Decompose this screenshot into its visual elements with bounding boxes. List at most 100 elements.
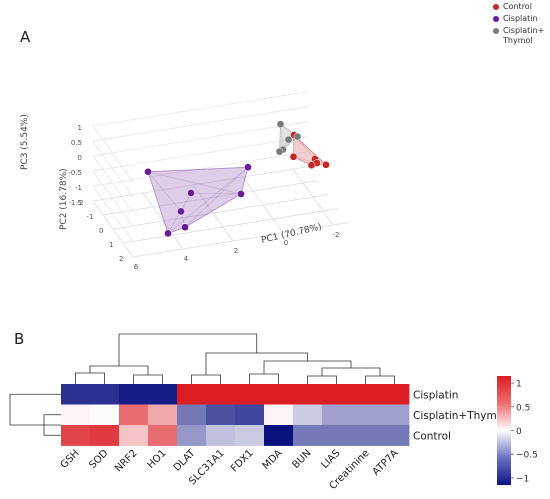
dendrogram-link (321, 367, 381, 376)
point-control (322, 160, 330, 169)
heatmap-column-label: SOD (87, 448, 110, 471)
heat-cell (351, 425, 381, 446)
heat-cell (235, 425, 265, 446)
heat-cell (380, 384, 410, 405)
heat-cell (148, 384, 178, 405)
heat-cell (293, 384, 323, 405)
legend-item-cisplatin[interactable]: Cisplatin (493, 14, 544, 24)
column-dendrogram (75, 333, 395, 384)
heat-cell (119, 425, 149, 446)
hull-edge-cisplatin (184, 166, 249, 228)
heatmap-chart: Cisplatin Cisplatin+Thymol Control GSH SOD N… (9, 333, 538, 492)
floor-grid-line (102, 180, 319, 216)
dendrogram-link (191, 374, 221, 384)
colorbar-tick-label: 1 (516, 380, 522, 390)
point-cisplatin (187, 189, 195, 197)
pca-hulls (147, 123, 327, 234)
legend-swatch-control (493, 4, 499, 10)
point-cisplatin (237, 190, 245, 198)
colorbar-tick-label: 0.5 (516, 403, 530, 413)
point-cisplatin (144, 167, 152, 176)
heat-cell (90, 384, 120, 405)
point-control (307, 161, 316, 170)
wall-grid-line (92, 166, 309, 202)
heatmap-column-label: HO1 (145, 448, 168, 471)
heat-cell (90, 425, 120, 446)
heat-cell (61, 404, 91, 426)
pc2-tick-label: -1 (87, 213, 94, 221)
heat-cell (264, 425, 294, 446)
heatmap-column-label: FDX1 (229, 448, 256, 475)
hull-cisplatin (147, 166, 249, 234)
floor-grid-line (122, 208, 339, 244)
heat-cell (380, 425, 410, 446)
dendrogram-link (89, 365, 149, 375)
pc1-tick-label: 0 (284, 239, 288, 247)
heat-cell (177, 384, 207, 405)
hull-edge-cisplatin (147, 171, 182, 212)
legend-item-control[interactable]: Control (493, 2, 544, 12)
heat-cell (380, 404, 410, 426)
heat-cell (206, 404, 236, 426)
wall-grid-line (92, 170, 134, 228)
heat-cell (322, 384, 352, 405)
point-cisplatin_thymol (293, 132, 302, 141)
heat-cell (90, 404, 120, 426)
point-cisplatin (177, 207, 185, 216)
heat-cell (235, 384, 265, 405)
pc1-axis-label: PC1 (70.78%) (260, 222, 322, 246)
heat-cell (322, 425, 352, 446)
floor-grid-line (112, 194, 329, 230)
heatmap-column-label: MDA (261, 448, 285, 472)
point-cisplatin_thymol (284, 135, 293, 144)
pc2-tick-label: 1 (109, 241, 113, 249)
pc3-tick-label: 0 (78, 154, 82, 162)
pc1-tick-label: 2 (234, 247, 238, 255)
heat-cell (148, 404, 178, 426)
heat-cell (177, 404, 207, 426)
heatmap-column-label: ATP7A (371, 448, 401, 478)
legend-item-cisplatin-thymol[interactable]: Cisplatin+ Thymol (493, 26, 544, 46)
wall-grid-line (92, 106, 309, 142)
heat-cell (206, 384, 236, 405)
pc3-tick-label: -0.5 (68, 169, 82, 177)
heat-cell (61, 384, 91, 405)
dendrogram-link (75, 372, 105, 384)
colorbar: −1 −0.5 0 0.5 1 (497, 376, 538, 485)
pc1-tick-label: 4 (184, 255, 189, 263)
heat-cell (148, 425, 178, 446)
pc2-tick-label: 0 (99, 227, 103, 235)
hull-edge-cisplatin_thymol (280, 124, 284, 150)
dendrogram-link (249, 373, 279, 384)
heat-cell (119, 384, 149, 405)
pc2-axis-label: PC2 (16.78%) (59, 168, 69, 230)
dendrogram-link (133, 374, 163, 384)
heat-cell (235, 404, 265, 426)
heatmap-row-label: Cisplatin (413, 389, 458, 401)
heat-cell (206, 425, 236, 446)
heat-cell (264, 384, 294, 405)
heat-cell (61, 425, 91, 446)
heatmap-column-label: GSH (59, 448, 82, 471)
point-cisplatin (164, 229, 172, 238)
heat-cell (351, 404, 381, 426)
panel-label-b: B (14, 330, 25, 348)
heat-cell (322, 404, 352, 426)
pc1-tick-label: -2 (333, 231, 340, 239)
wall-grid-line (92, 91, 309, 127)
pc3-tick-label: -1 (75, 184, 82, 192)
colorbar-gradient (497, 376, 511, 485)
heat-cell (264, 404, 294, 426)
wall-grid-line (92, 151, 309, 187)
heatmap-column-label: BUN (291, 448, 314, 471)
heat-cell (293, 404, 323, 426)
colorbar-tick-label: −0.5 (516, 451, 538, 461)
heatmap-column-label: DLAT (172, 447, 199, 474)
dendrogram-link (9, 393, 61, 426)
legend-label-cisplatin: Cisplatin (503, 14, 538, 23)
wall-grid-line (92, 125, 134, 183)
heat-cell (177, 425, 207, 446)
heatmap-cells (61, 384, 410, 446)
heatmap-row-label: Cisplatin+Thymol (413, 410, 506, 422)
